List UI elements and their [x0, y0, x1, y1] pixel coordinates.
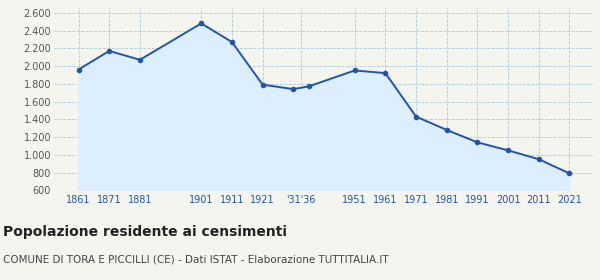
Point	[442, 128, 452, 132]
Point	[534, 157, 544, 162]
Point	[258, 82, 268, 87]
Point	[227, 40, 237, 44]
Point	[503, 148, 513, 153]
Point	[380, 71, 390, 75]
Point	[565, 171, 574, 176]
Text: Popolazione residente ai censimenti: Popolazione residente ai censimenti	[3, 225, 287, 239]
Point	[135, 58, 145, 62]
Text: COMUNE DI TORA E PICCILLI (CE) - Dati ISTAT - Elaborazione TUTTITALIA.IT: COMUNE DI TORA E PICCILLI (CE) - Dati IS…	[3, 255, 389, 265]
Point	[350, 68, 359, 73]
Point	[473, 140, 482, 144]
Point	[196, 21, 206, 26]
Point	[289, 87, 298, 91]
Point	[104, 49, 114, 53]
Point	[411, 115, 421, 119]
Point	[304, 84, 313, 89]
Point	[74, 67, 83, 72]
